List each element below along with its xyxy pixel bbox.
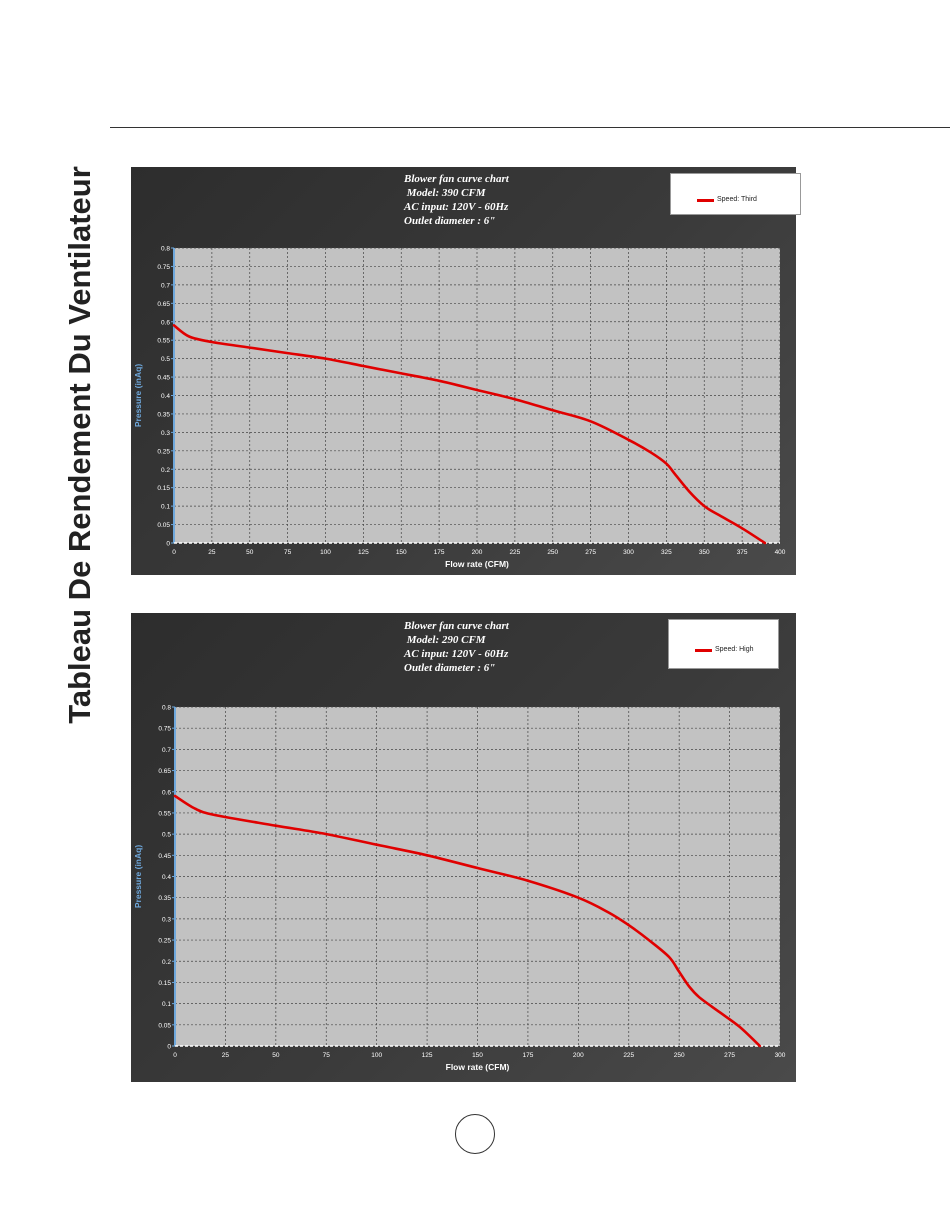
chart-panel-high: Blower fan curve chart Model: 290 CFM AC… [131,613,796,1082]
x-tick-label: 325 [661,549,672,556]
y-axis-label: Pressure (inAq) [133,845,143,908]
y-tick-label: 0.3 [161,430,170,437]
y-tick-label: 0.3 [162,916,171,923]
x-tick-label: 200 [472,549,483,556]
x-tick-label: 50 [272,1052,280,1059]
x-tick-label: 150 [472,1052,483,1059]
x-tick-label: 225 [623,1052,634,1059]
x-tick-label: 400 [775,549,786,556]
y-tick-label: 0.35 [158,895,171,902]
y-tick-label: 0.6 [162,789,171,796]
y-tick-label: 0.7 [162,747,171,754]
page-number-circle [455,1114,495,1154]
y-tick-label: 0.15 [158,980,171,987]
x-tick-label: 200 [573,1052,584,1059]
y-tick-label: 0.65 [157,301,170,308]
y-tick-label: 0.25 [158,938,171,945]
y-tick-label: 0.45 [158,853,171,860]
x-tick-label: 25 [208,549,216,556]
x-tick-label: 300 [623,549,634,556]
chart-outlet-line: Outlet diameter : 6" [404,215,496,227]
y-tick-label: 0.55 [158,810,171,817]
x-tick-label: 100 [371,1052,382,1059]
legend-swatch [697,199,714,202]
y-tick-label: 0.25 [157,448,170,455]
y-tick-label: 0.45 [157,375,170,382]
y-tick-label: 0.8 [161,246,170,253]
y-tick-label: 0.5 [161,356,170,363]
x-tick-label: 250 [547,549,558,556]
y-tick-label: 0.1 [162,1001,171,1008]
x-tick-label: 275 [724,1052,735,1059]
x-tick-label: 0 [172,549,176,556]
chart-model-line: Model: 390 CFM [404,187,486,199]
y-axis-label: Pressure (inAq) [133,364,143,427]
chart-panel-third: Blower fan curve chart Model: 390 CFM AC… [131,167,801,575]
x-axis-label: Flow rate (CFM) [446,1062,510,1072]
y-tick-label: 0.4 [161,393,170,400]
y-tick-label: 0.7 [161,282,170,289]
y-tick-label: 0.2 [162,959,171,966]
chart-title-line: Blower fan curve chart [404,173,509,185]
y-tick-label: 0.35 [157,411,170,418]
y-tick-label: 0.75 [158,726,171,733]
chart-model-line: Model: 290 CFM [404,634,486,646]
y-tick-label: 0.4 [162,874,171,881]
x-tick-label: 125 [358,549,369,556]
x-tick-label: 375 [737,549,748,556]
chart-ac-input-line: AC input: 120V - 60Hz [404,648,509,660]
x-tick-label: 275 [585,549,596,556]
y-tick-label: 0.1 [161,504,170,511]
x-tick-label: 150 [396,549,407,556]
x-tick-label: 225 [509,549,520,556]
top-rule [110,127,950,128]
y-tick-label: 0.15 [157,485,170,492]
y-tick-label: 0.05 [157,522,170,529]
series-line-1 [173,794,762,1048]
x-tick-label: 0 [173,1052,177,1059]
side-title: Tableau De Rendement Du Ventilateur [62,166,97,724]
y-tick-label: 0 [167,1044,171,1051]
x-axis-label: Flow rate (CFM) [445,559,509,569]
y-tick-label: 0.55 [157,338,170,345]
y-tick-label: 0.6 [161,319,170,326]
legend: Speed: High [668,619,779,669]
x-tick-label: 175 [522,1052,533,1059]
chart-header: Blower fan curve chart Model: 390 CFM AC… [404,172,509,228]
x-tick-label: 250 [674,1052,685,1059]
series-line-1 [172,324,767,545]
fan-curve-chart-third: 0 0.05 0.1 0.15 0.2 0.25 0.3 0.35 0.4 0.45 0.5 0.55… [133,246,786,570]
x-tick-label: 25 [222,1052,230,1059]
y-tick-label: 0 [166,541,170,548]
legend-label: Speed: High [715,646,754,653]
chart-title-line: Blower fan curve chart [404,620,509,632]
fan-curve-chart-high: 0 0.05 0.1 0.15 0.2 0.25 0.3 0.35 0.4 0.45 0.5 0.55… [133,705,786,1073]
x-tick-label: 75 [323,1052,331,1059]
x-tick-label: 175 [434,549,445,556]
legend: Speed: Third [670,173,801,215]
legend-swatch [695,649,712,652]
y-tick-label: 0.2 [161,467,170,474]
x-tick-label: 50 [246,549,254,556]
y-tick-label: 0.75 [157,264,170,271]
x-tick-label: 100 [320,549,331,556]
chart-header: Blower fan curve chart Model: 290 CFM AC… [404,619,509,675]
x-tick-label: 350 [699,549,710,556]
x-tick-label: 300 [775,1052,786,1059]
chart-outlet-line: Outlet diameter : 6" [404,662,496,674]
y-tick-label: 0.5 [162,832,171,839]
x-tick-label: 75 [284,549,292,556]
x-tick-label: 125 [422,1052,433,1059]
y-tick-label: 0.8 [162,705,171,712]
y-tick-label: 0.05 [158,1022,171,1029]
chart-ac-input-line: AC input: 120V - 60Hz [404,201,509,213]
legend-label: Speed: Third [717,196,757,203]
y-tick-label: 0.65 [158,768,171,775]
